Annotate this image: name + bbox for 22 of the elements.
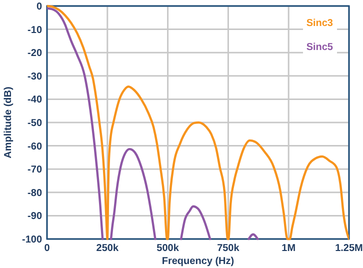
y-tick-label: -20 — [28, 48, 42, 60]
y-tick-label: 0 — [36, 2, 42, 12]
line-series — [47, 4, 349, 240]
x-tick-label: 750k — [217, 243, 240, 254]
y-tick-label: -90 — [28, 211, 42, 222]
x-tick-label: 250k — [96, 243, 119, 254]
text: Sinc3 — [306, 18, 334, 29]
y-tick-label: -100 — [22, 234, 42, 246]
x-tick-label: 0 — [44, 243, 50, 254]
y-tick-label: -40 — [28, 94, 42, 106]
y-tick-label: -50 — [28, 118, 42, 129]
text: Sinc5 — [306, 42, 334, 53]
y-tick-label: -70 — [28, 164, 42, 176]
y-axis-title: Amplitude (dB) — [3, 86, 14, 158]
y-tick-label: -10 — [28, 24, 42, 36]
x-tick-label: 1.25M — [335, 243, 363, 254]
x-tick-label: 500k — [156, 243, 180, 254]
x-axis-title: Frequency (Hz) — [162, 256, 234, 267]
y-tick-label: -30 — [28, 71, 42, 82]
x-tick-label: 1M — [282, 243, 296, 254]
y-tick-label: -80 — [28, 188, 42, 199]
y-tick-label: -60 — [28, 141, 42, 152]
